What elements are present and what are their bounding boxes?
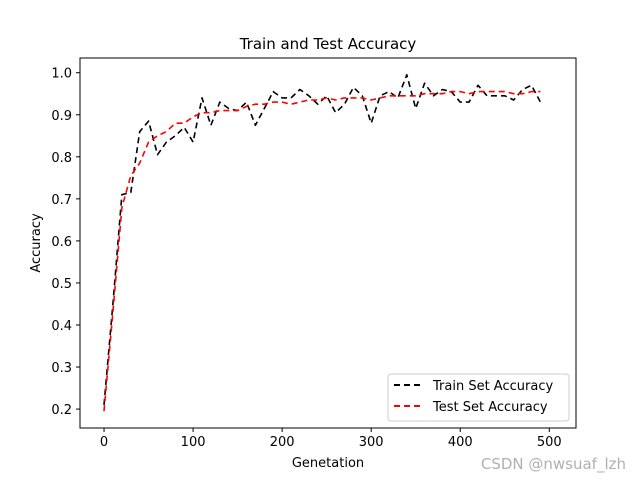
ticks-layer: 0 100 200 300 400 500 0.2 0.3 0.4 0.5 0.6 0.7 0.8 0.9… bbox=[51, 67, 561, 450]
x-axis-label: Genetation bbox=[292, 456, 364, 471]
y-tick-label: 0.3 bbox=[51, 361, 72, 376]
legend-box bbox=[387, 373, 570, 422]
watermark: CSDN @nwsuaf_lzh bbox=[481, 455, 626, 474]
x-tick-label: 200 bbox=[270, 435, 295, 450]
legend-label-train: Train Set Accuracy bbox=[432, 379, 553, 394]
y-tick-label: 0.8 bbox=[51, 151, 72, 166]
y-tick-label: 0.7 bbox=[51, 193, 72, 208]
legend: Train Set Accuracy Test Set Accuracy bbox=[387, 373, 570, 422]
y-tick-label: 1.0 bbox=[51, 67, 72, 82]
x-tick-label: 0 bbox=[100, 435, 108, 450]
chart-title: Train and Test Accuracy bbox=[239, 35, 417, 53]
x-tick-label: 500 bbox=[537, 435, 562, 450]
x-tick-label: 300 bbox=[359, 435, 384, 450]
y-axis-label: Accuracy bbox=[29, 213, 44, 273]
train-series-line bbox=[103, 74, 542, 405]
x-tick-label: 400 bbox=[448, 435, 473, 450]
y-tick-label: 0.6 bbox=[51, 235, 72, 250]
test-series-line bbox=[103, 90, 541, 412]
plot-frame bbox=[79, 57, 577, 429]
series-layer bbox=[103, 74, 542, 412]
legend-label-test: Test Set Accuracy bbox=[432, 400, 548, 415]
y-tick-label: 0.2 bbox=[51, 403, 72, 418]
y-tick-label: 0.4 bbox=[51, 319, 72, 334]
y-tick-label: 0.5 bbox=[51, 277, 72, 292]
x-tick-label: 100 bbox=[181, 435, 206, 450]
y-tick-label: 0.9 bbox=[51, 109, 72, 124]
